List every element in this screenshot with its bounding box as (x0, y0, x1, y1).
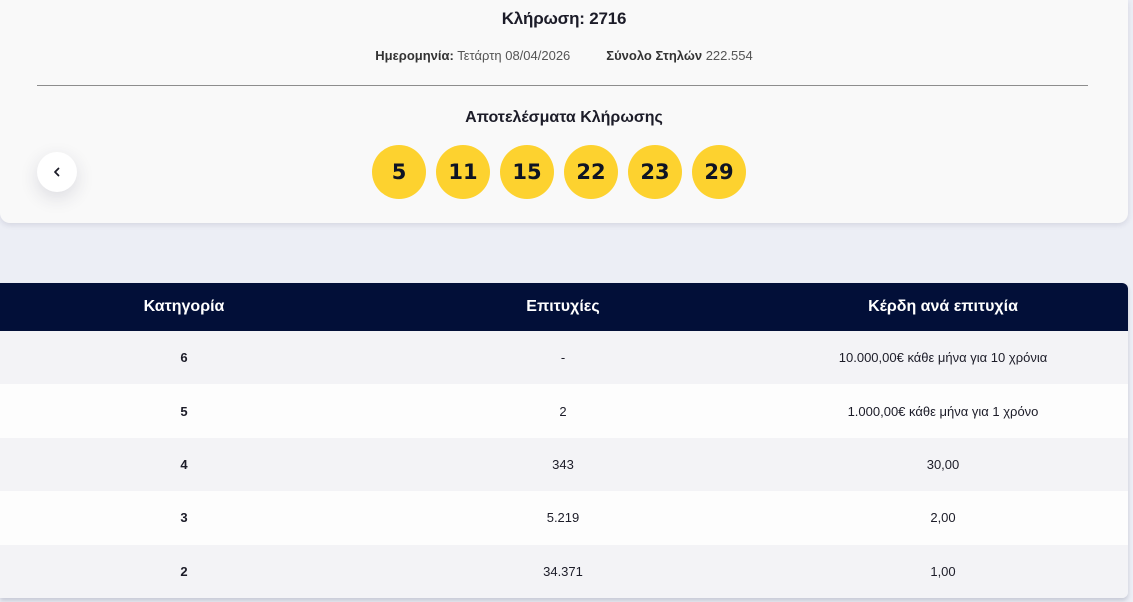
previous-draw-button[interactable] (37, 152, 77, 192)
cell-prize: 1.000,00€ κάθε μήνα για 1 χρόνο (847, 403, 1039, 419)
header-prize: Κέρδη ανά επιτυχία (868, 298, 1018, 315)
cell-winners: 5.219 (546, 510, 580, 526)
draw-columns-label: Σύνολο Στηλών (606, 48, 703, 63)
draw-title: Κλήρωση: 2716 (501, 9, 627, 28)
draw-date-value: Τετάρτη 08/04/2026 (457, 48, 571, 63)
results-title: Αποτελέσματα Κλήρωσης (465, 109, 663, 126)
draw-date: Ημερομηνία: Τετάρτη 08/04/2026 (375, 48, 570, 63)
number-ball: 11 (436, 145, 490, 199)
number-ball: 5 (372, 145, 426, 199)
draw-card: Κλήρωση: 2716 Ημερομηνία: Τετάρτη 08/04/… (0, 0, 1128, 223)
table-row: 6 - 10.000,00€ κάθε μήνα για 10 χρόνια (0, 331, 1128, 385)
number-ball: 22 (564, 145, 618, 199)
table-row: 5 2 1.000,00€ κάθε μήνα για 1 χρόνο (0, 384, 1128, 438)
table-row: 3 5.219 2,00 (0, 491, 1128, 545)
cell-category: 5 (180, 403, 188, 419)
table-row: 4 343 30,00 (0, 437, 1128, 492)
cell-prize: 2,00 (930, 510, 956, 526)
draw-columns-value: 222.554 (705, 48, 753, 63)
draw-date-label: Ημερομηνία: (375, 48, 454, 63)
table-body: 6 - 10.000,00€ κάθε μήνα για 10 χρόνια 5… (0, 331, 1128, 598)
prize-table: Κατηγορία Επιτυχίες Κέρδη ανά επιτυχία 6… (0, 283, 1128, 598)
cell-winners: 34.371 (543, 563, 583, 579)
chevron-left-icon (54, 167, 60, 177)
number-ball: 15 (500, 145, 554, 199)
cell-category: 6 (180, 350, 188, 366)
cell-prize: 30,00 (926, 456, 960, 472)
cell-winners: - (560, 350, 566, 366)
header-category: Κατηγορία (143, 298, 225, 315)
cell-prize: 10.000,00€ κάθε μήνα για 10 χρόνια (838, 350, 1048, 366)
table-header: Κατηγορία Επιτυχίες Κέρδη ανά επιτυχία (0, 283, 1128, 331)
header-winners: Επιτυχίες (526, 298, 600, 315)
draw-meta: Ημερομηνία: Τετάρτη 08/04/2026 Σύνολο Στ… (0, 48, 1128, 63)
number-ball: 29 (692, 145, 746, 199)
cell-category: 4 (180, 456, 188, 472)
cell-category: 3 (180, 510, 188, 526)
cell-prize: 1,00 (930, 563, 956, 579)
table-row: 2 34.371 1,00 (0, 544, 1128, 598)
cell-category: 2 (180, 563, 188, 579)
divider (37, 85, 1088, 86)
winning-numbers: 5 11 15 22 23 29 (372, 145, 746, 199)
number-ball: 23 (628, 145, 682, 199)
cell-winners: 343 (552, 456, 574, 472)
cell-winners: 2 (559, 403, 567, 419)
draw-columns: Σύνολο Στηλών 222.554 (606, 48, 752, 63)
